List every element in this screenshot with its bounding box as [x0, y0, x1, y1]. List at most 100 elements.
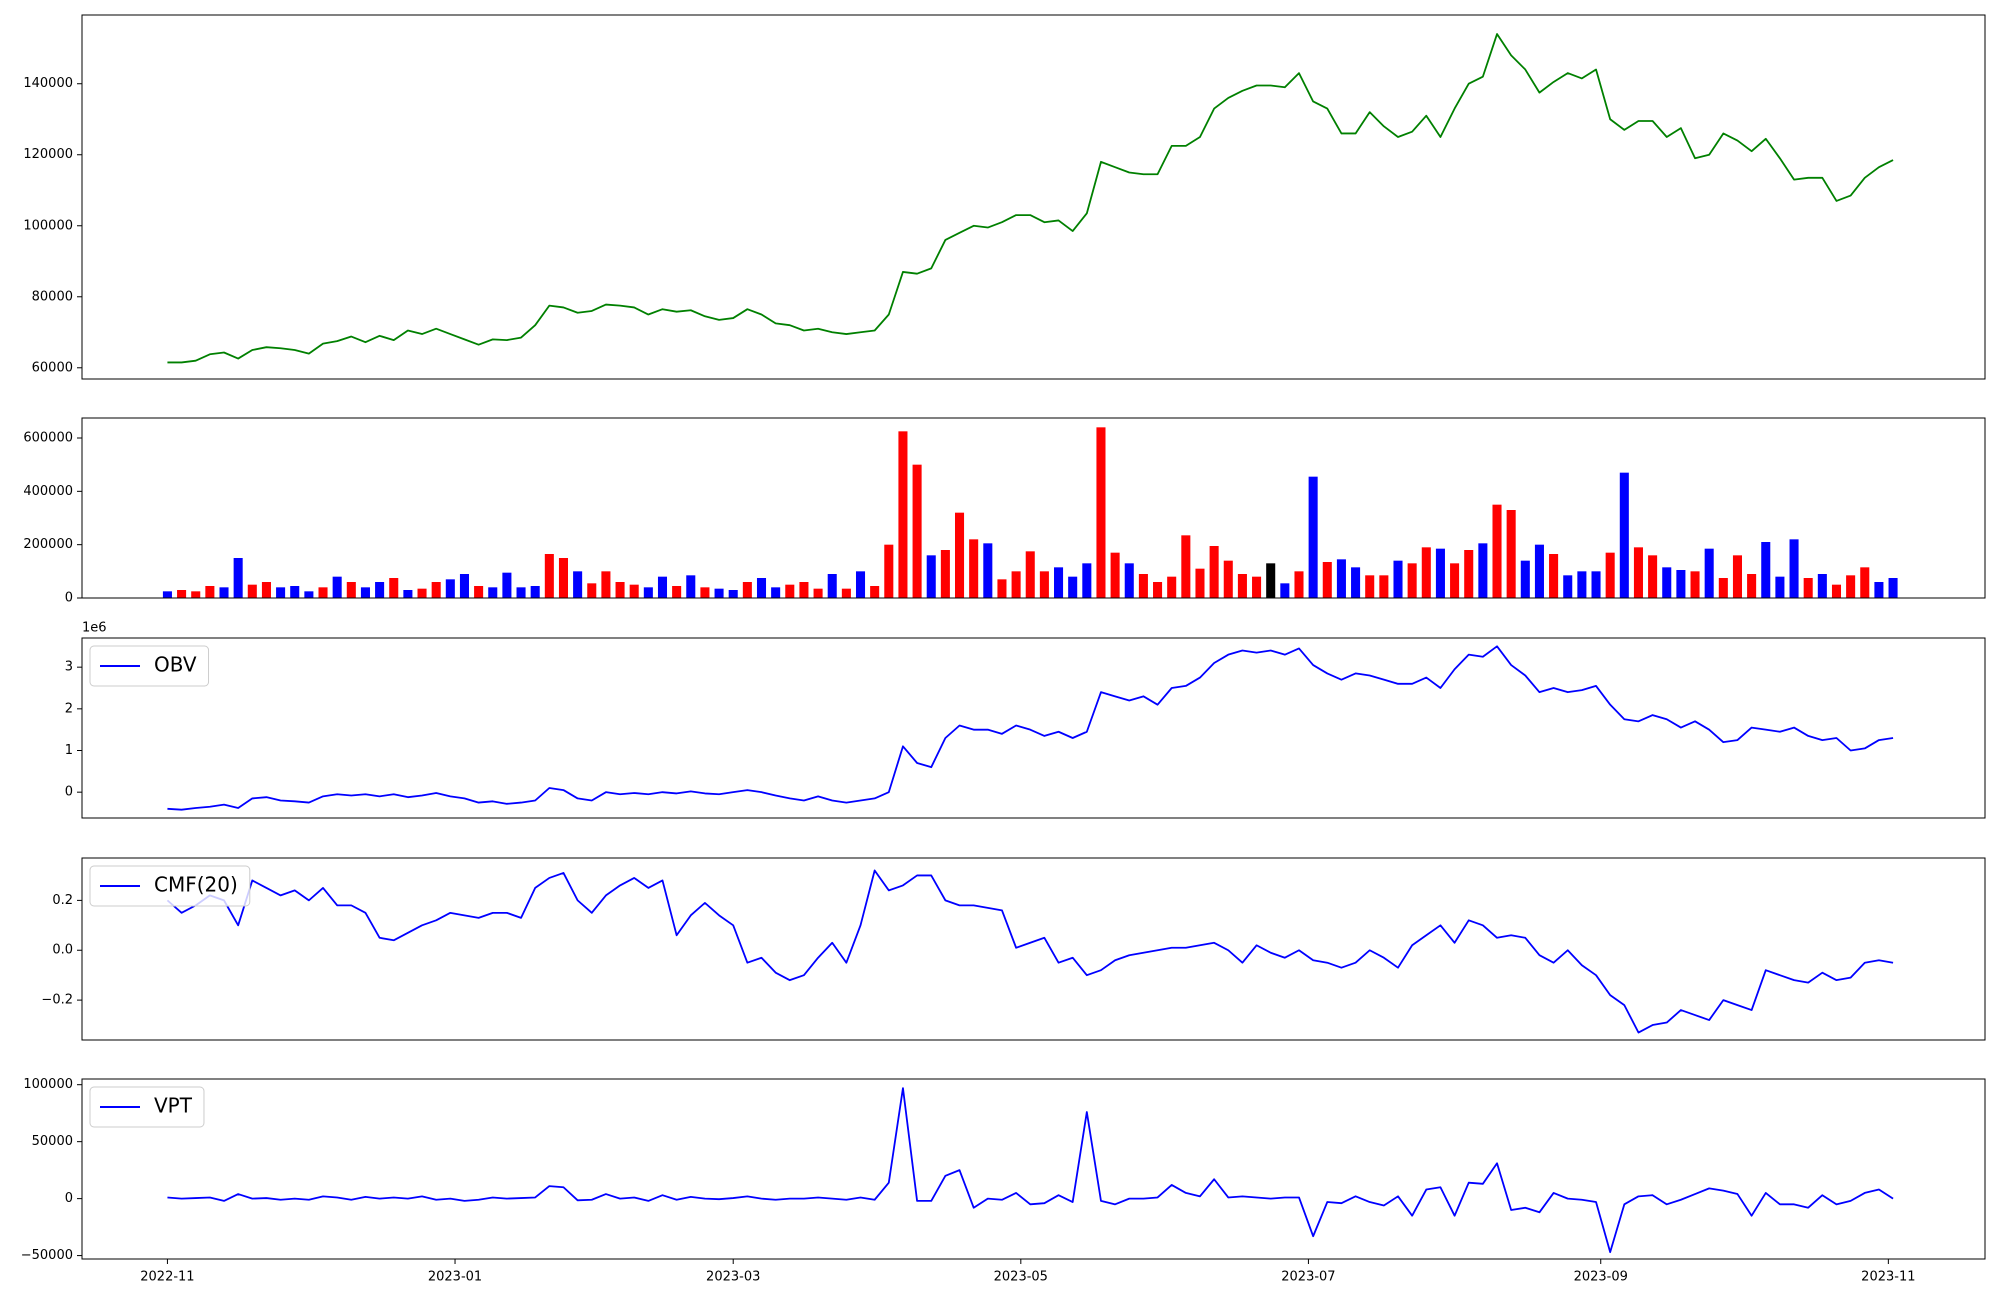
- bar: [1223, 560, 1233, 598]
- bar: [459, 574, 469, 598]
- bar: [558, 558, 569, 598]
- bar: [1153, 582, 1163, 598]
- y-tick-label: 1: [65, 743, 73, 758]
- y-tick-label: 400000: [23, 484, 73, 499]
- y-tick-label: 100000: [23, 1077, 73, 1092]
- plot-area: [162, 427, 1898, 598]
- y-tick-label: 0: [65, 591, 73, 606]
- bar: [629, 584, 639, 598]
- bar: [1846, 575, 1856, 598]
- bar: [1577, 571, 1587, 598]
- bar: [1365, 575, 1375, 598]
- plot-area: [167, 1087, 1894, 1254]
- axes-frame: [81, 1078, 1986, 1260]
- bar: [728, 590, 738, 598]
- bar: [219, 587, 229, 598]
- bar: [926, 555, 936, 598]
- bar: [1506, 510, 1516, 598]
- bar: [742, 582, 752, 598]
- bar: [1167, 576, 1177, 598]
- y-tick-label: 120000: [23, 147, 73, 162]
- bar: [1563, 575, 1573, 598]
- data-line: [167, 645, 1894, 811]
- bar: [1308, 476, 1318, 598]
- bar: [643, 587, 653, 598]
- bar: [530, 586, 540, 598]
- bar: [318, 587, 328, 598]
- bar: [247, 584, 257, 598]
- bar: [290, 586, 300, 598]
- bar: [771, 587, 781, 598]
- y-tick-label: 50000: [32, 1134, 73, 1149]
- bar: [1520, 560, 1530, 598]
- bar: [1039, 571, 1049, 598]
- bar: [1605, 552, 1615, 598]
- axes-frame: [81, 14, 1986, 380]
- data-line: [166, 869, 1894, 1034]
- bar: [360, 587, 370, 598]
- bar: [841, 588, 851, 598]
- bar: [261, 582, 271, 598]
- bar: [1591, 571, 1601, 598]
- bar: [700, 587, 710, 598]
- bar: [1336, 559, 1346, 598]
- y-tick-label: 2: [65, 701, 73, 716]
- bar: [1534, 544, 1544, 598]
- bar: [1450, 563, 1460, 598]
- bar: [587, 583, 597, 598]
- bar: [488, 587, 498, 598]
- bar: [191, 591, 201, 598]
- bar: [1888, 578, 1898, 598]
- bar: [1280, 583, 1290, 598]
- bar: [1322, 562, 1332, 598]
- bar: [714, 588, 724, 598]
- bar: [502, 572, 512, 598]
- bar: [389, 578, 399, 598]
- plot-area: [166, 869, 1894, 1034]
- bar: [1237, 574, 1247, 598]
- plot-area: [167, 645, 1894, 811]
- bar: [827, 574, 837, 598]
- bar: [1082, 563, 1092, 598]
- bar: [912, 464, 922, 598]
- bar: [431, 582, 441, 598]
- bar: [403, 590, 413, 598]
- bar: [1435, 548, 1445, 598]
- legend-label: CMF(20): [154, 873, 238, 897]
- bar: [1110, 552, 1120, 598]
- bar: [1676, 570, 1686, 598]
- bar: [1549, 554, 1559, 598]
- bar: [445, 579, 455, 598]
- bar: [573, 571, 583, 598]
- bar: [1492, 504, 1502, 598]
- bar: [657, 576, 668, 598]
- y-tick-label: 0: [65, 785, 73, 800]
- bar: [1464, 550, 1474, 598]
- y-tick-label: 60000: [32, 360, 73, 375]
- bar: [785, 584, 795, 598]
- bar: [1096, 427, 1106, 598]
- bar: [686, 575, 696, 598]
- bar: [940, 550, 950, 598]
- bar: [1648, 555, 1658, 598]
- bar: [1817, 574, 1827, 598]
- bar: [1209, 546, 1219, 598]
- bar: [162, 591, 172, 598]
- y-tick-label: 3: [65, 660, 73, 675]
- bar: [1747, 574, 1757, 598]
- bar: [855, 571, 866, 598]
- bar: [799, 582, 809, 598]
- legend: VPT: [89, 1086, 205, 1128]
- bar: [516, 587, 526, 598]
- bar: [1775, 576, 1785, 598]
- bar: [1860, 567, 1870, 598]
- y-tick-label: −50000: [21, 1248, 73, 1263]
- bar: [1619, 472, 1629, 598]
- bar: [177, 590, 187, 598]
- y-tick-label: −0.2: [41, 993, 73, 1008]
- bar: [474, 586, 484, 598]
- bar: [969, 539, 979, 598]
- bar: [375, 582, 385, 598]
